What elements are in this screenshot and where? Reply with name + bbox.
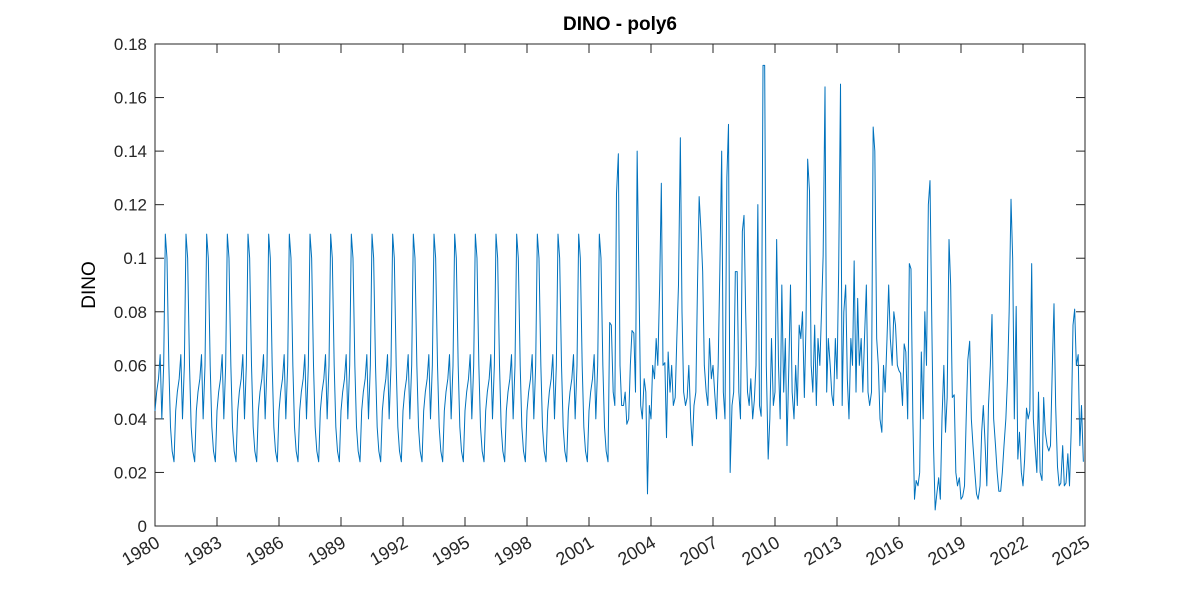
y-tick-label: 0.04 <box>114 410 147 429</box>
y-tick-label: 0 <box>138 517 147 536</box>
chart-title: DINO - poly6 <box>563 14 677 35</box>
y-tick-label: 0.14 <box>114 142 147 161</box>
y-tick-label: 0.18 <box>114 35 147 54</box>
y-axis-label: DINO <box>79 261 100 309</box>
y-tick-label: 0.12 <box>114 196 147 215</box>
data-line <box>154 64 1084 511</box>
plot-box <box>154 43 1086 527</box>
y-tick-label: 0.06 <box>114 356 147 375</box>
y-tick-label: 0.08 <box>114 303 147 322</box>
y-tick-label: 0.02 <box>114 463 147 482</box>
y-tick-label: 0.1 <box>123 249 147 268</box>
y-tick-label: 0.16 <box>114 89 147 108</box>
